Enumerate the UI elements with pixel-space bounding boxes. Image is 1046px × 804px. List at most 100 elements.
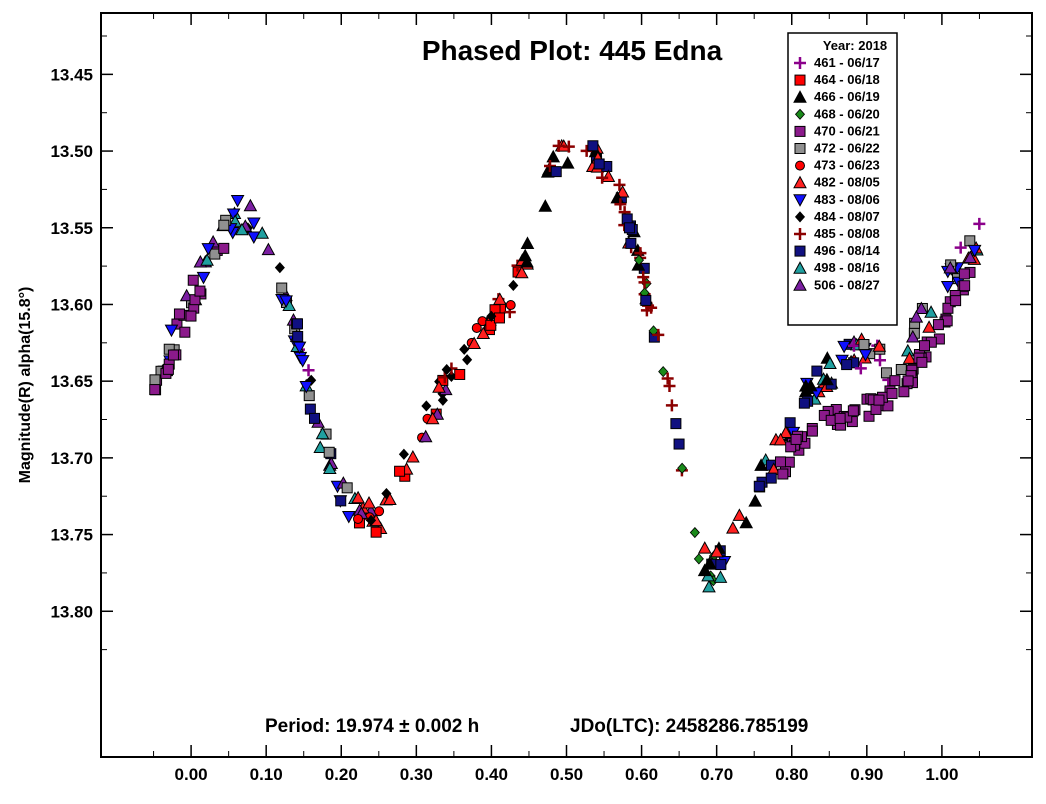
data-point	[187, 274, 199, 286]
data-point	[919, 340, 931, 352]
data-point	[486, 310, 497, 322]
data-point	[964, 235, 976, 247]
data-point	[185, 310, 197, 322]
y-tick-label: 13.45	[50, 65, 93, 84]
legend-entry-label: 496 - 08/14	[814, 243, 881, 258]
data-point	[898, 386, 910, 398]
data-point	[640, 304, 653, 317]
data-point	[353, 513, 364, 524]
data-points	[149, 138, 986, 593]
chart-title: Phased Plot: 445 Edna	[422, 35, 723, 66]
data-point	[341, 482, 353, 494]
data-point	[779, 425, 793, 439]
data-point	[709, 544, 724, 558]
data-point	[398, 448, 409, 460]
legend-entry-label: 483 - 08/06	[814, 192, 880, 207]
data-point	[255, 226, 270, 239]
data-point	[765, 472, 777, 484]
data-point	[560, 156, 575, 169]
data-point	[299, 381, 314, 394]
data-point	[863, 410, 875, 422]
data-point	[973, 217, 986, 230]
data-point	[149, 374, 161, 386]
data-point	[670, 418, 682, 430]
legend-marker	[793, 261, 807, 274]
data-point	[872, 339, 887, 352]
data-point	[520, 236, 535, 249]
legend-marker	[793, 278, 807, 291]
legend-entry-label: 484 - 08/07	[814, 209, 880, 224]
data-point	[658, 365, 669, 378]
data-point	[847, 339, 860, 352]
data-point	[754, 458, 768, 471]
data-point	[739, 515, 754, 529]
legend-entry-label: 498 - 08/16	[814, 260, 880, 275]
x-tick-label: 0.60	[625, 765, 658, 784]
data-point	[943, 260, 958, 274]
x-tick-label: 0.00	[175, 765, 208, 784]
data-point	[173, 308, 185, 320]
legend-entries: 461 - 06/17 464 - 06/18 466 - 06/19 468 - 0…	[793, 55, 881, 292]
x-tick-label: 0.90	[850, 765, 883, 784]
data-point	[715, 559, 727, 571]
data-point	[313, 440, 328, 453]
data-point	[279, 295, 293, 308]
data-point	[596, 171, 609, 184]
data-point	[476, 326, 491, 340]
data-point	[351, 490, 365, 504]
legend-marker	[794, 245, 806, 257]
data-point	[315, 426, 330, 440]
data-point	[623, 222, 635, 234]
data-point	[902, 375, 914, 387]
data-point	[880, 367, 892, 379]
data-point	[773, 432, 788, 446]
data-point	[274, 262, 285, 274]
data-point	[697, 541, 712, 554]
data-point	[652, 328, 665, 341]
data-point	[370, 526, 382, 538]
x-tick-label: 0.50	[550, 765, 583, 784]
data-point	[889, 375, 901, 387]
data-point	[958, 268, 970, 280]
data-point	[601, 169, 616, 182]
data-point	[841, 359, 853, 371]
data-point	[394, 465, 406, 477]
legend-marker	[794, 57, 806, 69]
legend-marker	[794, 74, 806, 86]
data-point	[665, 399, 678, 412]
data-point	[820, 372, 834, 386]
y-tick-label: 13.75	[50, 526, 93, 545]
data-point	[784, 417, 796, 429]
legend-entry-label: 485 - 08/08	[814, 226, 880, 241]
legend-marker	[794, 125, 806, 137]
data-point	[459, 343, 470, 355]
x-tick-label: 0.70	[700, 765, 733, 784]
data-point	[950, 295, 962, 307]
data-point	[663, 380, 676, 393]
x-tick-label: 1.00	[925, 765, 958, 784]
data-point	[276, 282, 288, 294]
legend-entry-label: 472 - 06/22	[814, 141, 880, 156]
data-point	[625, 237, 637, 249]
data-point	[748, 494, 763, 507]
data-point	[292, 330, 304, 342]
data-point	[552, 139, 565, 152]
x-tick-label: 0.30	[400, 765, 433, 784]
data-point	[615, 185, 630, 198]
data-point	[149, 384, 161, 396]
data-point	[383, 492, 397, 506]
legend-entry-label: 461 - 06/17	[814, 55, 880, 70]
data-point	[437, 394, 448, 406]
data-point	[932, 319, 944, 331]
data-point	[614, 198, 627, 211]
legend-entry-label: 470 - 06/21	[814, 123, 880, 138]
y-tick-label: 13.80	[50, 602, 93, 621]
legend-marker	[794, 143, 806, 154]
legend-title: Year: 2018	[823, 38, 887, 53]
legend-entry-label: 468 - 06/20	[814, 106, 880, 121]
data-point	[514, 265, 529, 279]
data-point	[425, 411, 440, 425]
data-point	[693, 553, 704, 565]
data-point	[916, 356, 928, 368]
